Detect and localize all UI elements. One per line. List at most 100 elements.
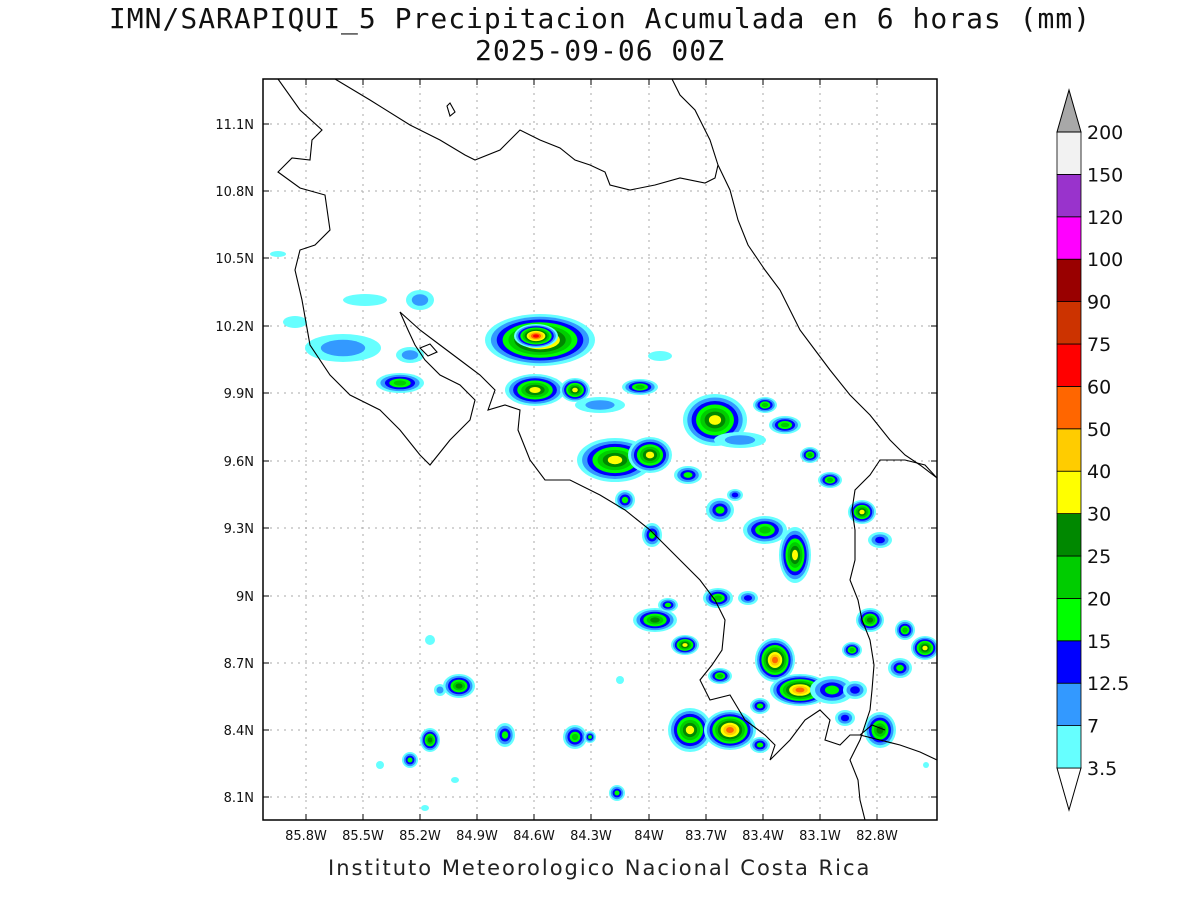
lon-tick-label: 85.5W <box>342 829 384 844</box>
rain-cell <box>864 712 896 748</box>
rain-cell <box>648 351 672 361</box>
lat-tick-label: 11.1N <box>215 118 254 133</box>
lon-tick-label: 82.8W <box>856 829 898 844</box>
colorbar-level-label: 20 <box>1087 588 1111 610</box>
lon-tick-label: 85.8W <box>285 829 327 844</box>
rain-cell <box>743 516 787 544</box>
rain-cell <box>642 523 662 547</box>
colorbar-level-label: 50 <box>1087 419 1111 441</box>
colorbar-legend: 3.5 7 12.5 15 20 25 30 40 50 60 75 90 100 120 150 200 <box>1056 88 1129 812</box>
colorbar-band <box>1056 428 1082 472</box>
lon-tick-label: 84.6W <box>513 829 555 844</box>
colorbar-band <box>1056 640 1082 684</box>
rain-cell <box>683 394 747 446</box>
rain-cell <box>609 785 625 801</box>
rain-cell <box>270 251 286 257</box>
lon-tick-label: 83.4W <box>742 829 784 844</box>
rain-cell <box>402 752 418 768</box>
rain-cell <box>923 762 929 768</box>
lon-tick-label: 84.9W <box>456 829 498 844</box>
rain-cell <box>633 608 677 632</box>
rain-cell <box>843 681 867 699</box>
lon-tick-label: 83.1W <box>799 829 841 844</box>
rain-cell <box>584 731 596 743</box>
rain-cell <box>835 710 855 726</box>
colorbar-band <box>1056 131 1082 175</box>
colorbar-band <box>1056 343 1082 387</box>
rain-cell <box>376 373 424 393</box>
coastline-borders <box>277 79 937 820</box>
colorbar-level-label: 15 <box>1087 631 1111 653</box>
rain-cell <box>727 489 743 501</box>
rain-cell <box>750 698 770 714</box>
rain-cell <box>658 598 678 612</box>
lat-tick-label: 9N <box>236 590 254 605</box>
rain-cell <box>800 447 820 463</box>
colorbar-band <box>1056 513 1082 557</box>
colorbar-level-label: 75 <box>1087 334 1111 356</box>
map-title: IMN/SARAPIQUI_5 Precipitacion Acumulada … <box>108 2 1092 35</box>
colorbar-band <box>1056 385 1082 430</box>
rain-cell <box>560 378 590 402</box>
lat-tick-label: 8.7N <box>224 657 254 672</box>
rain-cell <box>868 532 892 548</box>
rain-cell <box>406 290 434 310</box>
rain-cell <box>738 591 758 605</box>
map-axes: 85.8W 85.5W 85.2W 84.9W 84.6W 84.3W 84W 83.7W 83… <box>215 79 937 844</box>
rain-cell <box>434 684 446 696</box>
map-date: 2025-09-06 00Z <box>474 34 725 67</box>
rain-cell <box>779 527 811 583</box>
lat-tick-label: 10.8N <box>215 185 254 200</box>
colorbar-level-label: 90 <box>1087 292 1111 314</box>
rain-cell <box>911 636 937 660</box>
lat-tick-label: 9.6N <box>224 455 254 470</box>
rain-cell <box>615 490 635 510</box>
lat-tick-label: 9.9N <box>224 387 254 402</box>
colorbar-level-label: 120 <box>1087 207 1123 229</box>
rain-cell <box>451 777 459 783</box>
rain-cell <box>895 620 915 640</box>
lon-tick-label: 84W <box>634 829 664 844</box>
rain-cell <box>668 708 712 752</box>
rain-cell <box>514 324 558 348</box>
lat-tick-label: 8.4N <box>224 724 254 739</box>
colorbar-band <box>1056 301 1082 345</box>
rain-cell <box>495 723 515 747</box>
colorbar-band <box>1056 555 1082 599</box>
lat-tick-label: 10.5N <box>215 252 254 267</box>
lon-tick-label: 85.2W <box>399 829 441 844</box>
colorbar-level-label: 12.5 <box>1087 673 1129 695</box>
colorbar-level-label: 100 <box>1087 249 1123 271</box>
rain-cell <box>755 638 795 682</box>
rain-cell <box>616 676 624 684</box>
rain-cell <box>343 294 387 306</box>
rain-cell <box>750 737 770 753</box>
colorbar-level-label: 150 <box>1087 164 1123 186</box>
colorbar-band <box>1056 682 1082 727</box>
rain-cell <box>810 676 854 704</box>
lat-tick-label: 10.2N <box>215 320 254 335</box>
rain-cell <box>674 466 702 484</box>
rain-cell <box>769 416 801 434</box>
lat-tick-label: 9.3N <box>224 522 254 537</box>
rain-cell <box>283 316 307 328</box>
lon-tick-label: 84.3W <box>570 829 612 844</box>
rain-cell <box>708 668 732 684</box>
colorbar-band <box>1056 258 1082 303</box>
rain-cell <box>628 437 672 473</box>
colorbar-level-label: 30 <box>1087 504 1111 526</box>
colorbar-level-label: 200 <box>1087 122 1123 144</box>
rain-cell <box>714 432 766 448</box>
rain-cell <box>622 379 658 395</box>
colorbar-band <box>1056 725 1082 769</box>
rain-cell <box>376 761 384 769</box>
map-grid <box>263 79 937 820</box>
colorbar-level-label: 7 <box>1087 716 1099 738</box>
rain-cell <box>505 374 565 406</box>
rain-cell <box>848 500 876 524</box>
colorbar-lower-arrow <box>1056 767 1082 812</box>
rain-cell <box>842 642 862 658</box>
rain-cell <box>706 498 734 522</box>
rain-cell <box>753 397 777 413</box>
